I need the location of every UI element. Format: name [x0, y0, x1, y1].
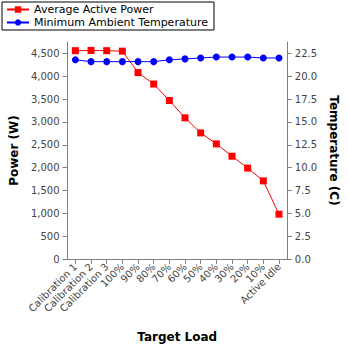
svg-text:40%: 40% — [196, 261, 221, 285]
svg-text:Calibration 3: Calibration 3 — [58, 261, 111, 314]
svg-text:Calibration 2: Calibration 2 — [42, 261, 95, 314]
svg-text:20%: 20% — [228, 261, 252, 285]
svg-text:22.5: 22.5 — [295, 48, 317, 59]
svg-text:3,000: 3,000 — [31, 116, 60, 127]
svg-text:5.0: 5.0 — [295, 208, 311, 219]
svg-text:70%: 70% — [149, 261, 174, 285]
svg-text:Minimum Ambient Temperature: Minimum Ambient Temperature — [34, 16, 208, 29]
svg-text:Target Load: Target Load — [137, 330, 217, 344]
svg-text:12.5: 12.5 — [295, 139, 317, 150]
svg-text:3,500: 3,500 — [31, 94, 60, 105]
svg-text:1,500: 1,500 — [31, 185, 60, 196]
svg-text:10%: 10% — [243, 261, 268, 285]
svg-text:Average Active Power: Average Active Power — [34, 3, 154, 16]
svg-text:4,000: 4,000 — [31, 71, 60, 82]
svg-text:Power (W): Power (W) — [7, 115, 21, 186]
svg-text:30%: 30% — [212, 261, 236, 285]
svg-text:0: 0 — [53, 254, 59, 265]
svg-text:80%: 80% — [134, 261, 158, 285]
svg-text:2.5: 2.5 — [295, 231, 311, 242]
svg-text:90%: 90% — [118, 261, 142, 285]
svg-text:0.0: 0.0 — [295, 254, 311, 265]
svg-text:500: 500 — [40, 231, 59, 242]
svg-text:50%: 50% — [181, 261, 205, 285]
svg-text:7.5: 7.5 — [295, 185, 311, 196]
svg-text:20.0: 20.0 — [295, 71, 317, 82]
svg-text:Temperature (C): Temperature (C) — [327, 95, 341, 205]
svg-text:Calibration 1: Calibration 1 — [26, 261, 80, 314]
svg-text:Active Idle: Active Idle — [238, 261, 283, 306]
svg-text:1,000: 1,000 — [31, 208, 60, 219]
svg-text:17.5: 17.5 — [295, 94, 317, 105]
svg-text:60%: 60% — [165, 261, 189, 285]
svg-text:4,500: 4,500 — [31, 48, 60, 59]
svg-text:15.0: 15.0 — [295, 116, 317, 127]
svg-text:2,000: 2,000 — [31, 162, 60, 173]
svg-text:2,500: 2,500 — [31, 139, 60, 150]
svg-text:100%: 100% — [98, 261, 127, 290]
svg-text:10.0: 10.0 — [295, 162, 317, 173]
